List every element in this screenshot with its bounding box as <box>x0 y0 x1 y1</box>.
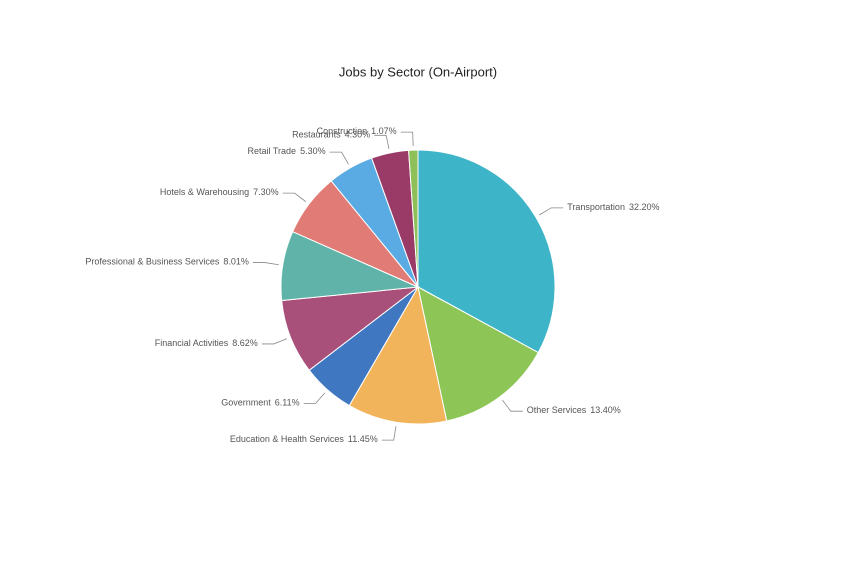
slice-name: Financial Activities <box>155 338 229 348</box>
slice-value: 6.11% <box>275 398 300 408</box>
slice-name: Education & Health Services <box>230 434 345 444</box>
slice-name: Other Services <box>527 406 587 416</box>
slice-value: 4.30% <box>345 130 371 140</box>
slice-value: 13.40% <box>590 406 621 416</box>
leader-line <box>374 134 390 150</box>
slice-name: Transportation <box>567 202 625 212</box>
leader-line <box>261 338 287 345</box>
slice-name: Restaurants <box>292 130 341 140</box>
slice-label: Construction 1.07% <box>317 126 397 136</box>
pie-slice <box>417 286 539 422</box>
pie-slice <box>417 149 556 354</box>
slice-name: Government <box>221 398 271 408</box>
slice-label: Transportation 32.20% <box>567 202 659 212</box>
slice-label: Government 6.11% <box>221 398 299 408</box>
slice-name: Professional & Business Services <box>85 257 220 267</box>
slice-value: 8.62% <box>232 338 258 348</box>
pie-slice <box>408 149 419 288</box>
leader-line <box>400 131 414 147</box>
slice-value: 5.30% <box>300 147 326 157</box>
slice-value: 8.01% <box>223 257 249 267</box>
slice-name: Retail Trade <box>248 147 297 157</box>
leader-line <box>381 426 397 441</box>
slice-value: 1.07% <box>371 126 397 136</box>
slice-label: Financial Activities 8.62% <box>155 338 258 348</box>
slice-label: Education & Health Services 11.45% <box>230 434 378 444</box>
leader-line <box>252 262 279 266</box>
slice-label: Retail Trade 5.30% <box>248 147 326 157</box>
slice-label: Hotels & Warehousing 7.30% <box>160 188 279 198</box>
chart-title: Jobs by Sector (On-Airport) <box>339 64 497 79</box>
slice-label: Restaurants 4.30% <box>292 130 370 140</box>
slice-label: Other Services 13.40% <box>527 406 621 416</box>
leader-line <box>329 151 349 165</box>
slice-name: Construction <box>317 126 368 136</box>
slice-value: 11.45% <box>348 434 378 444</box>
leader-line <box>282 192 307 202</box>
leader-line <box>539 207 564 216</box>
leader-line <box>502 399 523 412</box>
slice-label: Professional & Business Services 8.01% <box>85 257 249 267</box>
slice-value: 32.20% <box>629 202 660 212</box>
leader-line <box>303 392 326 404</box>
slice-value: 7.30% <box>253 188 279 198</box>
pie-slice <box>348 285 448 425</box>
slice-name: Hotels & Warehousing <box>160 188 249 198</box>
